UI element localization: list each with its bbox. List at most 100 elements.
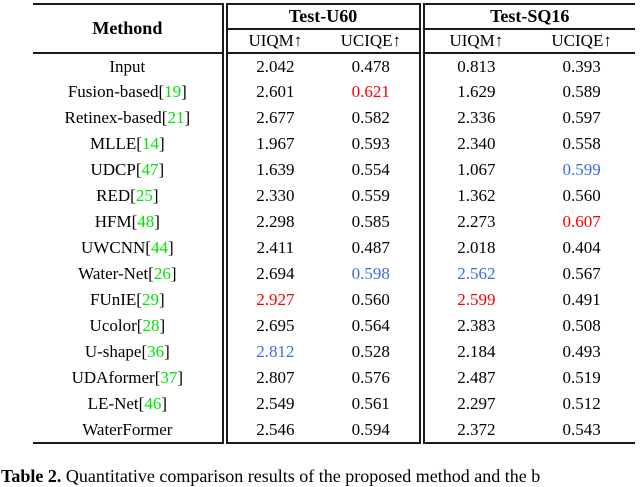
value-cell: 0.508 <box>562 316 601 335</box>
value-cell: 0.554 <box>323 157 425 183</box>
value-cell: 0.576 <box>323 365 425 391</box>
value-cell: 0.559 <box>323 183 425 209</box>
value-cell: 2.018 <box>457 238 496 257</box>
method-name: HFM <box>94 212 132 231</box>
value-cell: 2.677 <box>256 108 295 127</box>
value-cell: 0.582 <box>323 105 425 131</box>
citation-open-bracket: [ <box>161 108 168 127</box>
value-cell: 2.694 <box>256 264 295 283</box>
value-cell: 2.599 <box>457 290 496 309</box>
value-cell: 0.528 <box>323 339 425 365</box>
citation-number: 48 <box>137 212 155 231</box>
citation-open-bracket: [ <box>154 368 161 387</box>
method-cell: RED[25] <box>33 183 228 209</box>
citation-open-bracket: [ <box>130 186 136 205</box>
value-cell: 2.601 <box>256 82 295 101</box>
value-cell: 2.273 <box>457 212 496 231</box>
method-cell: U-shape[36] <box>33 339 228 365</box>
citation: [36] <box>141 342 169 361</box>
citation-number: 29 <box>141 290 159 309</box>
value-cell: 0.597 <box>562 108 601 127</box>
citation-open-bracket: [ <box>145 238 151 257</box>
method-name: Fusion-based <box>67 82 159 101</box>
metric-header-sq16-uiqm: UIQM↑ <box>421 29 529 54</box>
method-cell: UDAformer[37] <box>33 365 228 391</box>
method-cell: Water-Net[26] <box>33 261 228 287</box>
citation: [25] <box>130 186 158 205</box>
value-cell: 1.967 <box>256 134 295 153</box>
citation-close-bracket: ] <box>167 238 174 257</box>
method-name: WaterFormer <box>82 419 173 439</box>
method-cell: WaterFormer <box>33 417 228 443</box>
value-cell: 2.549 <box>256 394 295 413</box>
table-body: Input 2.042 0.478 0.813 0.393 Fusion-bas… <box>33 53 635 443</box>
value-cell: 0.543 <box>562 419 601 439</box>
value-cell: 2.340 <box>457 134 496 153</box>
value-cell: 0.478 <box>323 53 425 79</box>
value-cell: 2.042 <box>256 56 295 76</box>
citation-open-bracket: [ <box>148 264 154 283</box>
table-row: UDCP[47] 1.639 0.554 1.067 0.599 <box>33 157 635 183</box>
method-name: MLLE <box>90 134 137 153</box>
value-cell: 0.621 <box>323 79 425 105</box>
citation: [37] <box>155 368 183 387</box>
citation-close-bracket: ] <box>164 342 170 361</box>
value-cell: 0.493 <box>562 342 601 361</box>
value-cell: 1.629 <box>457 82 496 101</box>
citation-close-bracket: ] <box>161 394 167 413</box>
value-cell: 2.372 <box>457 419 496 439</box>
table-row: Ucolor[28] 2.695 0.564 2.383 0.508 <box>33 313 635 339</box>
value-cell: 2.807 <box>256 368 295 387</box>
value-cell: 0.560 <box>562 186 601 205</box>
citation-number: 36 <box>147 342 165 361</box>
method-name: UWCNN <box>81 238 146 257</box>
citation: [44] <box>145 238 173 257</box>
citation-close-bracket: ] <box>181 82 187 101</box>
value-cell: 2.298 <box>256 212 295 231</box>
table-header: Methond Test-U60 Test-SQ16 UIQM↑ UCIQE↑ … <box>33 4 635 54</box>
citation-open-bracket: [ <box>138 394 145 413</box>
citation-number: 25 <box>135 186 153 205</box>
table-row: Retinex-based[21] 2.677 0.582 2.336 0.59… <box>33 105 635 131</box>
value-cell: 0.393 <box>562 56 601 76</box>
value-cell: 2.927 <box>256 290 295 309</box>
citation-close-bracket: ] <box>170 264 177 283</box>
value-cell: 0.594 <box>323 417 425 443</box>
citation-close-bracket: ] <box>159 316 166 335</box>
citation: [21] <box>162 108 190 127</box>
method-name: Ucolor <box>89 316 137 335</box>
citation: [29] <box>136 290 164 309</box>
method-cell: FUnIE[29] <box>33 287 228 313</box>
table-row: FUnIE[29] 2.927 0.560 2.599 0.491 <box>33 287 635 313</box>
citation: [28] <box>137 316 165 335</box>
value-cell: 0.487 <box>323 235 425 261</box>
citation-open-bracket: [ <box>131 212 138 231</box>
table-caption: Table 2. Quantitative comparison results… <box>1 466 640 487</box>
method-name: LE-Net <box>87 394 139 413</box>
citation-open-bracket: [ <box>135 160 142 179</box>
citation: [48] <box>132 212 160 231</box>
value-cell: 1.362 <box>457 186 496 205</box>
value-cell: 2.297 <box>457 394 496 413</box>
citation-open-bracket: [ <box>136 290 142 309</box>
value-cell: 2.546 <box>256 419 295 439</box>
value-cell: 0.567 <box>562 264 601 283</box>
citation-open-bracket: [ <box>136 316 143 335</box>
citation-close-bracket: ] <box>158 290 165 309</box>
table-row: MLLE[14] 1.967 0.593 2.340 0.558 <box>33 131 635 157</box>
method-name: Retinex-based <box>64 108 162 127</box>
citation-number: 44 <box>150 238 168 257</box>
value-cell: 0.404 <box>562 238 601 257</box>
method-cell: Ucolor[28] <box>33 313 228 339</box>
value-cell: 0.564 <box>323 313 425 339</box>
citation-open-bracket: [ <box>136 134 142 153</box>
caption-text: Quantitative comparison results of the p… <box>65 466 541 486</box>
table-row: UDAformer[37] 2.807 0.576 2.487 0.519 <box>33 365 635 391</box>
citation-number: 26 <box>153 264 171 283</box>
value-cell: 0.560 <box>323 287 425 313</box>
header-group-row: Methond Test-U60 Test-SQ16 <box>33 4 635 54</box>
value-cell: 2.562 <box>457 264 496 283</box>
table-row: RED[25] 2.330 0.559 1.362 0.560 <box>33 183 635 209</box>
table-row: HFM[48] 2.298 0.585 2.273 0.607 <box>33 209 635 235</box>
citation-open-bracket: [ <box>158 82 165 101</box>
